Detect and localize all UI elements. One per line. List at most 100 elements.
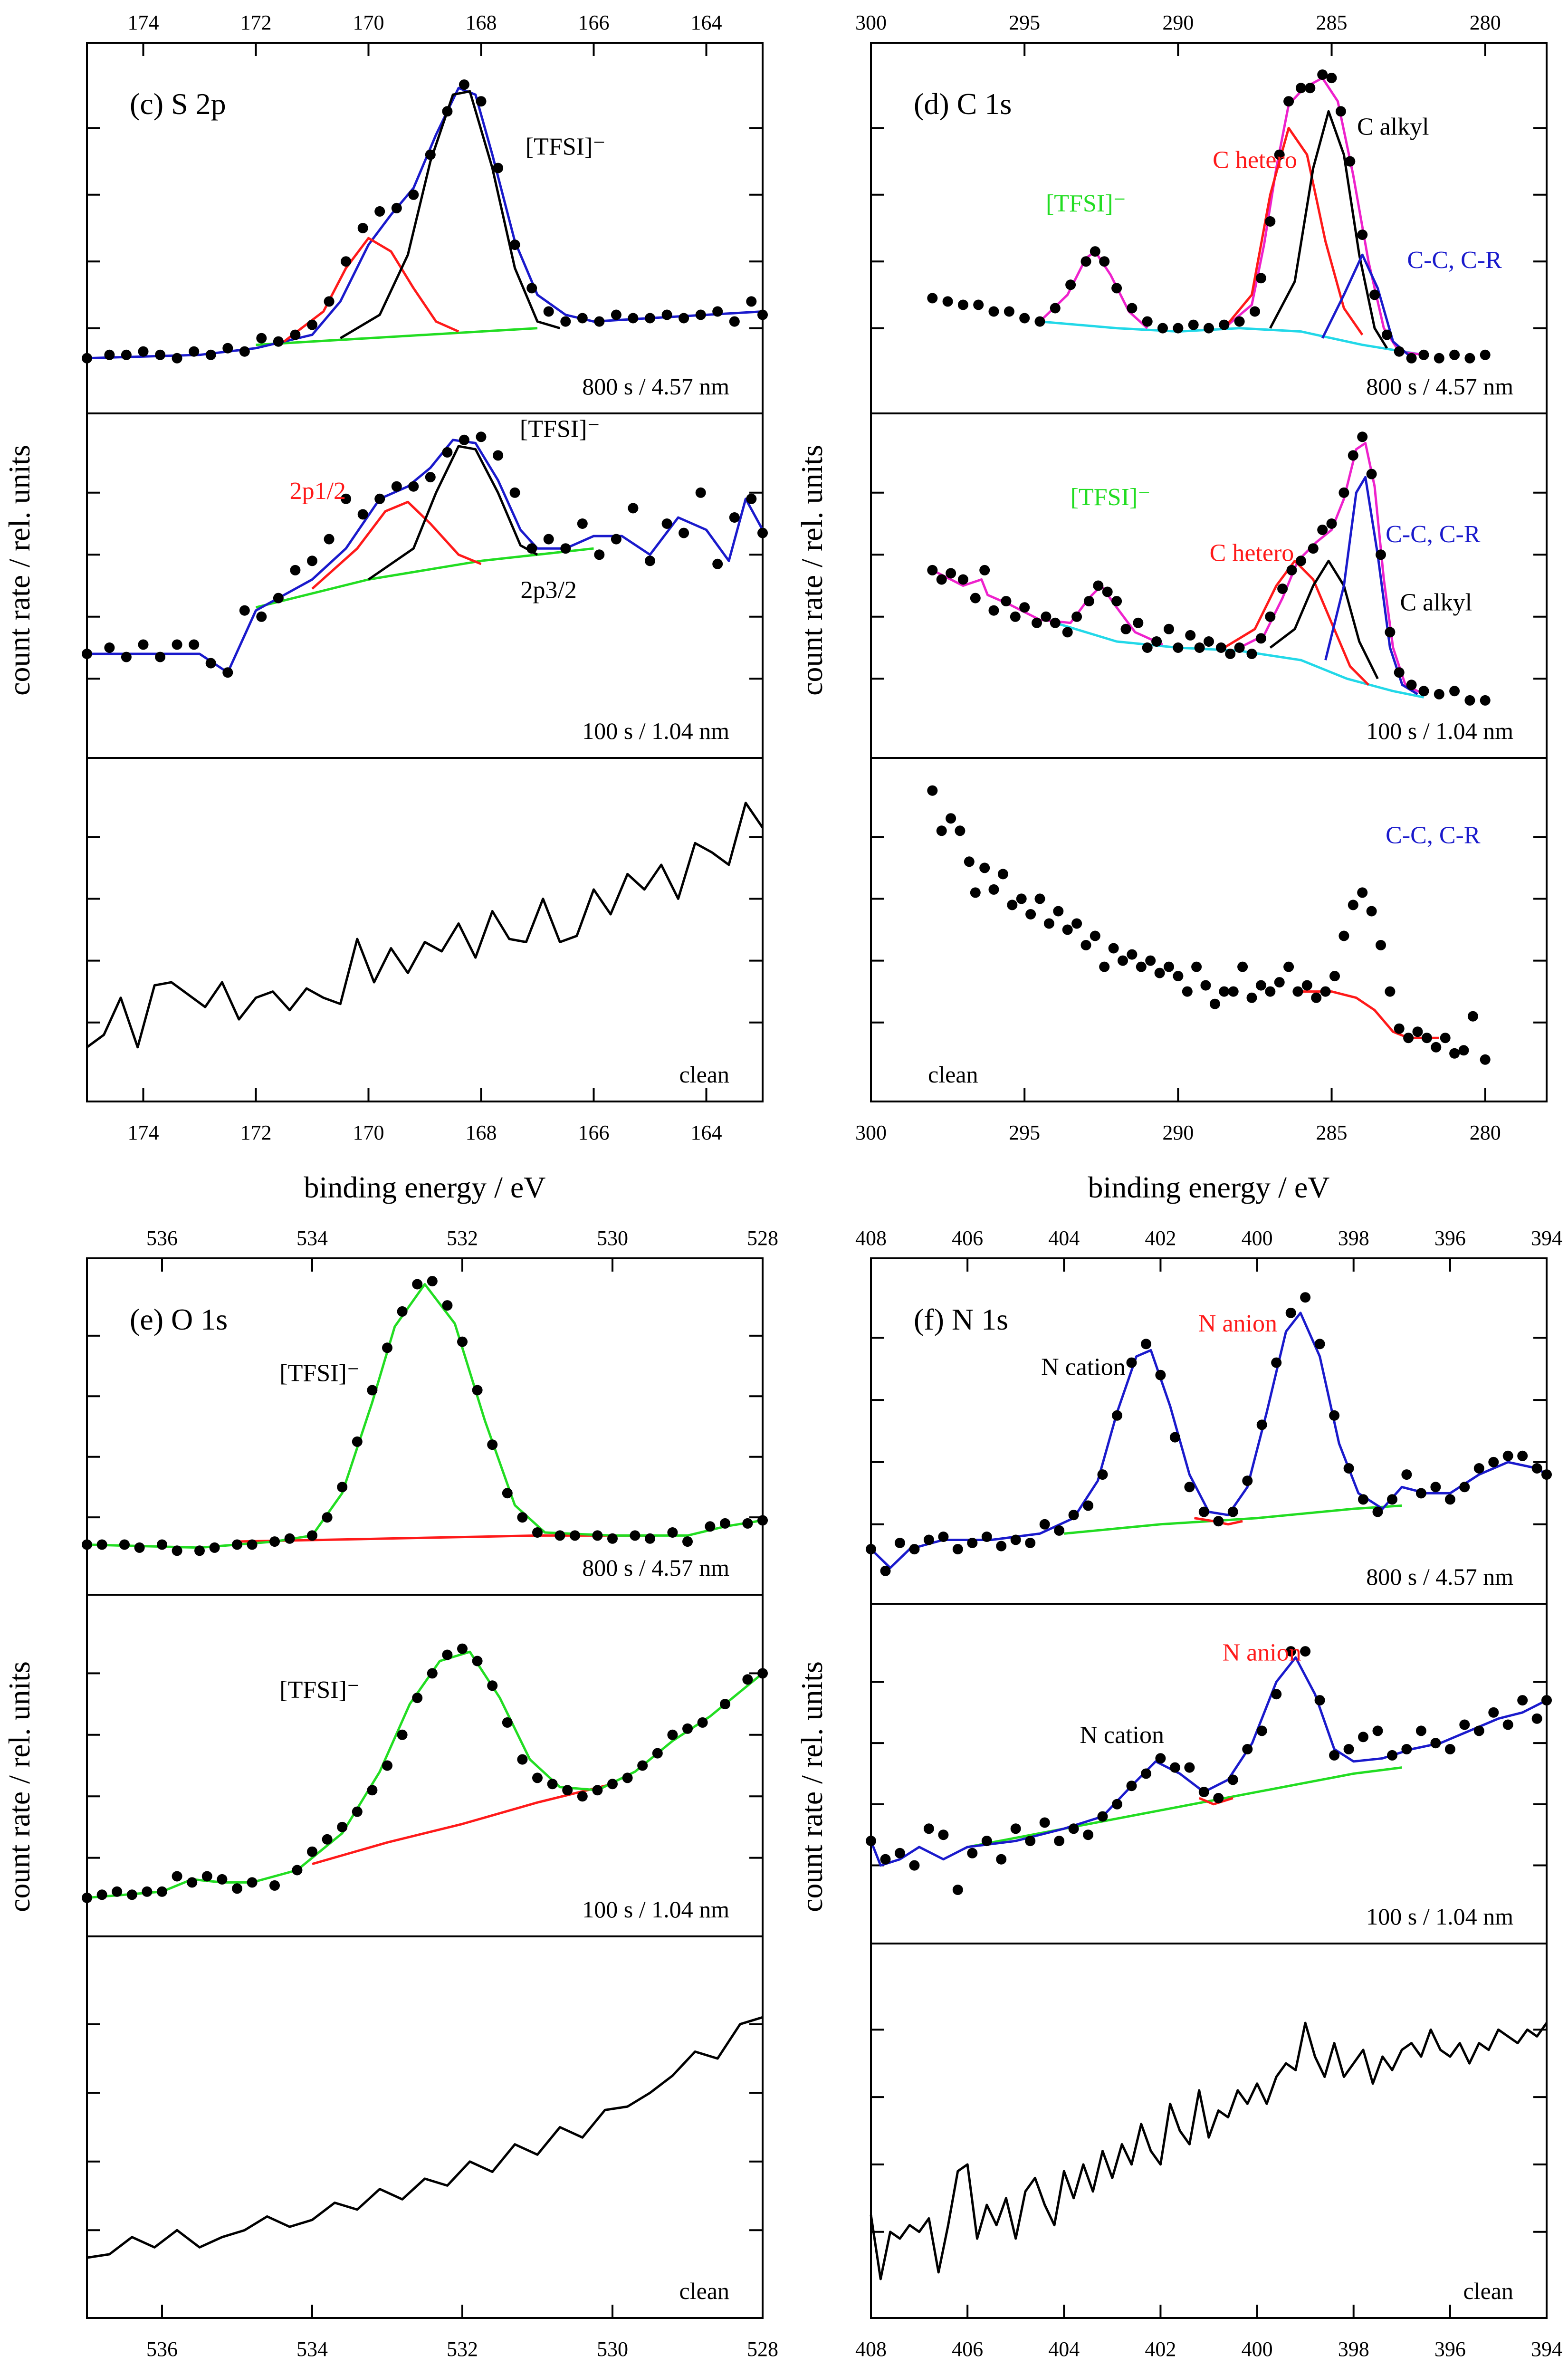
data-point [1464,695,1475,706]
peak-label: C hetero [1213,147,1297,174]
data-point [936,825,947,836]
data-point [82,649,92,659]
data-point [1480,1054,1491,1065]
data-point [894,1848,905,1858]
data-point [509,487,520,498]
data-point [1025,1538,1036,1548]
y-axis-title: count rate / rel. units [795,445,829,696]
data-point [1403,1033,1414,1044]
data-point [189,639,200,650]
data-point [637,1760,648,1771]
data-point [742,1518,753,1529]
data-point [1430,1482,1441,1493]
panel: N cation N anion 800 s / 4.57 nm [866,1292,1552,1590]
data-point [189,346,200,357]
data-point [1071,918,1082,929]
data-point [1385,627,1396,638]
panel: [TFSI]⁻ C hetero C-C, C-R C alkyl 100 s / 1.… [871,431,1547,744]
data-point [307,319,317,330]
data-point [1142,316,1153,327]
x-tick-label-top: 280 [1470,11,1501,34]
data-point [1329,1410,1340,1421]
data-point [1295,555,1306,566]
data-point [232,1883,242,1894]
data-point [1198,1787,1209,1798]
data-point [729,512,740,523]
panel: clean [86,2016,763,2304]
data-point [1314,1695,1325,1706]
peak-label: [TFSI]⁻ [520,415,600,442]
chart-frame [870,42,1548,1102]
x-tick-label-top: 295 [1009,11,1040,34]
data-point [942,296,953,307]
data-point [957,299,968,310]
data-point [1406,353,1417,364]
data-point [391,202,402,213]
data-point [1541,1695,1552,1706]
x-tick-label-top: 406 [952,1226,983,1250]
data-point [1401,1469,1412,1480]
x-tick-label-bottom: 408 [855,2337,887,2361]
data-point [1502,1450,1513,1461]
data-point [1326,73,1337,84]
peak-label: [TFSI]⁻ [526,134,606,161]
data-point [1169,1762,1180,1773]
data-point [1541,1469,1552,1480]
data-point [1387,1750,1397,1761]
data-point [1204,323,1214,334]
data-point [1467,1011,1478,1022]
x-tick-label-top: 402 [1145,1226,1176,1250]
data-point [630,1530,641,1541]
data-point [269,1880,280,1891]
chart-S2p: 174 174 172 172 170 170 168 168 166 166 164 164 bind… [2,11,768,1204]
data-point [1136,961,1147,972]
data-point [1329,971,1340,982]
data-point [866,1836,876,1847]
chart-frame [870,1257,1548,2319]
data-point [679,313,689,324]
data-point [757,1515,768,1526]
fit-curve-background [1055,622,1424,699]
data-point [1242,1475,1253,1486]
data-point [909,1544,920,1555]
data-point [1093,580,1104,591]
panel: N cation N anion 100 s / 1.04 nm [866,1639,1552,1930]
data-point [757,309,768,320]
data-point [134,1542,145,1553]
panel-caption: clean [679,2278,729,2304]
data-point [1274,149,1285,160]
x-tick-label-top: 394 [1531,1226,1562,1250]
data-point [367,1785,378,1796]
data-point [1376,940,1386,950]
data-point [1385,986,1396,997]
data-point [1295,83,1306,94]
data-point [1358,1494,1368,1505]
data-point [1387,1494,1397,1505]
data-point [1300,1646,1311,1657]
peak-label: N cation [1041,1354,1126,1381]
data-point [1376,549,1386,560]
x-axis-title: binding energy / eV [1088,1170,1330,1204]
data-point [1034,316,1045,327]
data-point [487,1680,498,1691]
data-point [1219,986,1230,997]
data-point [427,1276,438,1287]
data-point [1111,596,1122,607]
data-point [1459,1482,1470,1493]
data-point [1039,1519,1050,1530]
data-point [273,593,284,603]
data-point [628,503,639,514]
x-tick-label-top: 290 [1162,11,1194,34]
data-point [1317,525,1328,535]
y-axis-title: count rate / rel. units [2,1661,36,1912]
data-point [1444,1744,1455,1754]
data-point [1213,1516,1224,1527]
fit-curve-envelope [87,439,764,674]
data-point [96,1539,107,1550]
data-point [96,1889,107,1900]
data-point [1459,1719,1470,1730]
data-point [493,450,504,461]
data-point [1418,686,1429,697]
data-point [1348,900,1358,910]
